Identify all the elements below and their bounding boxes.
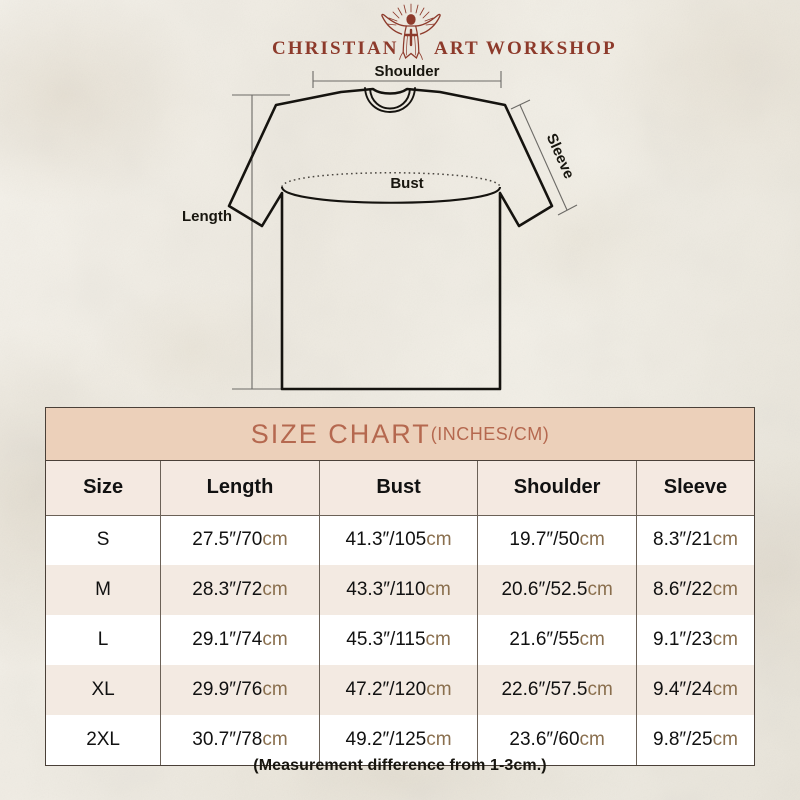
- sleeve-label: Sleeve: [543, 131, 578, 181]
- cell-size: XL: [46, 665, 162, 715]
- cell-size: S: [46, 515, 162, 565]
- size-table: Size Length Bust Shoulder Sleeve S 27.5″…: [46, 461, 754, 765]
- table-row: XL 29.9″/76cm 47.2″/120cm 22.6″/57.5cm 9…: [46, 665, 754, 715]
- table-row: 2XL 30.7″/78cm 49.2″/125cm 23.6″/60cm 9.…: [46, 715, 754, 765]
- table-row: L 29.1″/74cm 45.3″/115cm 21.6″/55cm 9.1″…: [46, 615, 754, 665]
- brand-word-right: ART WORKSHOP: [434, 38, 617, 59]
- brand-word-left: CHRISTIAN: [272, 38, 399, 59]
- cell-sleeve: 9.8″/25cm: [636, 715, 754, 765]
- cell-sleeve: 8.3″/21cm: [636, 515, 754, 565]
- column-header-shoulder: Shoulder: [477, 461, 637, 516]
- column-header-length: Length: [160, 461, 320, 516]
- column-header-bust: Bust: [319, 461, 479, 516]
- cell-bust: 45.3″/115cm: [319, 615, 479, 665]
- bust-ellipse: [280, 172, 502, 204]
- cell-sleeve: 8.6″/22cm: [636, 565, 754, 615]
- cell-bust: 47.2″/120cm: [319, 665, 479, 715]
- cell-shoulder: 19.7″/50cm: [477, 515, 637, 565]
- measurement-note: (Measurement difference from 1-3cm.): [253, 757, 547, 774]
- cell-sleeve: 9.4″/24cm: [636, 665, 754, 715]
- cell-sleeve: 9.1″/23cm: [636, 615, 754, 665]
- size-chart-title: SIZE CHART (INCHES/CM): [46, 408, 754, 461]
- cell-size: 2XL: [46, 715, 162, 765]
- cell-shoulder: 21.6″/55cm: [477, 615, 637, 665]
- shoulder-label: Shoulder: [374, 63, 439, 80]
- cell-length: 27.5″/70cm: [160, 515, 320, 565]
- cell-shoulder: 20.6″/52.5cm: [477, 565, 637, 615]
- cell-bust: 43.3″/110cm: [319, 565, 479, 615]
- length-label: Length: [182, 208, 232, 225]
- table-row: S 27.5″/70cm 41.3″/105cm 19.7″/50cm 8.3″…: [46, 515, 754, 565]
- cell-length: 29.9″/76cm: [160, 665, 320, 715]
- cell-length: 28.3″/72cm: [160, 565, 320, 615]
- cell-bust: 41.3″/105cm: [319, 515, 479, 565]
- cell-bust: 49.2″/125cm: [319, 715, 479, 765]
- size-chart-title-unit: (INCHES/CM): [430, 423, 550, 444]
- size-chart-title-main: SIZE CHART: [250, 418, 431, 449]
- cell-length: 29.1″/74cm: [160, 615, 320, 665]
- sleeve-dimension-line: [519, 104, 568, 211]
- size-chart: SIZE CHART (INCHES/CM) Size Length Bust …: [45, 407, 755, 766]
- column-header-size: Size: [46, 461, 162, 516]
- cell-size: L: [46, 615, 162, 665]
- cell-shoulder: 22.6″/57.5cm: [477, 665, 637, 715]
- tshirt-measurement-diagram: Shoulder Bust Length Sleeve: [182, 63, 578, 391]
- table-header-row: Size Length Bust Shoulder Sleeve: [46, 461, 754, 516]
- cell-shoulder: 23.6″/60cm: [477, 715, 637, 765]
- risen-christ-logo-icon: [381, 3, 441, 60]
- cell-size: M: [46, 565, 162, 615]
- column-header-sleeve: Sleeve: [636, 461, 754, 516]
- tshirt-outline: [227, 87, 554, 391]
- brand-header: CHRISTIAN ART WORKSHOP: [0, 0, 800, 70]
- bust-label: Bust: [390, 175, 423, 192]
- cell-length: 30.7″/78cm: [160, 715, 320, 765]
- table-row: M 28.3″/72cm 43.3″/110cm 20.6″/52.5cm 8.…: [46, 565, 754, 615]
